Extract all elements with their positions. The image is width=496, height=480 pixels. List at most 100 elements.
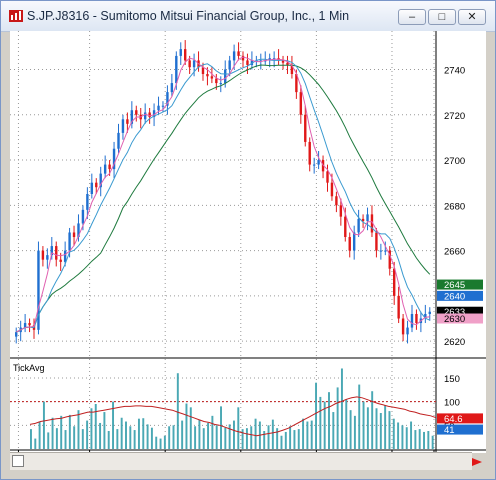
tick-bar <box>77 410 80 449</box>
tick-bar <box>410 421 413 449</box>
candle-body <box>170 83 174 93</box>
tick-bar <box>340 368 343 449</box>
price-tick-label: 2720 <box>444 111 465 122</box>
candle-body <box>219 83 222 85</box>
tick-bar <box>185 403 188 449</box>
tick-bar <box>189 407 192 449</box>
ma-slow-line <box>15 64 431 333</box>
candle-body <box>352 232 356 251</box>
price-panel[interactable] <box>15 40 431 344</box>
candle-body <box>72 232 76 238</box>
candle-body <box>166 92 169 106</box>
tick-bar <box>336 387 339 449</box>
candle-body <box>335 196 338 206</box>
scroll-thumb[interactable] <box>12 455 24 467</box>
maximize-button[interactable]: □ <box>428 9 456 25</box>
tick-bar <box>302 418 305 449</box>
chart-area[interactable]: 27402720270026802660264026205-12:3012:45… <box>10 31 486 453</box>
candle-body <box>59 259 62 262</box>
candle-body <box>224 69 227 84</box>
candle-body <box>143 112 147 120</box>
candle-body <box>157 105 160 111</box>
candle-body <box>281 60 285 63</box>
minimize-icon: – <box>408 11 416 23</box>
price-marker-label: 2645 <box>444 280 465 291</box>
candle-body <box>290 64 294 75</box>
tick-marker-box <box>437 424 483 435</box>
candle-body <box>232 51 236 61</box>
title-bar[interactable]: S.JP.J8316 - Sumitomo Mitsui Financial G… <box>1 1 495 32</box>
tick-bar <box>64 430 67 449</box>
tick-bar <box>224 427 227 449</box>
candle-body <box>330 182 334 197</box>
candle-body <box>152 110 156 118</box>
candle-body <box>357 218 360 233</box>
close-button[interactable]: ✕ <box>458 9 486 25</box>
candle-body <box>393 268 396 296</box>
candle-body <box>326 171 329 183</box>
tick-bar <box>276 428 279 449</box>
tick-bar <box>366 407 369 449</box>
tick-bar <box>220 406 222 449</box>
tick-bar <box>103 412 106 449</box>
tick-bar <box>241 429 244 449</box>
candle-body <box>135 110 138 115</box>
tick-bar <box>233 420 235 449</box>
tick-bar <box>293 430 296 449</box>
tick-bar <box>405 427 408 449</box>
candle-body <box>28 323 31 326</box>
candle-body <box>424 313 427 319</box>
candle-body <box>86 194 89 210</box>
tick-bar <box>133 430 136 449</box>
ma-fast-line <box>15 56 430 333</box>
tickavg-panel[interactable] <box>29 368 437 449</box>
candle-body <box>50 246 53 256</box>
tick-scale-label: 150 <box>444 374 460 385</box>
tick-bar <box>116 429 119 449</box>
tick-bar <box>289 426 292 449</box>
candle-body <box>241 55 245 61</box>
tick-bar <box>137 418 140 449</box>
tick-bar <box>112 401 115 449</box>
tick-scale-label: 100 <box>444 398 460 409</box>
tick-bar <box>47 432 50 449</box>
tick-bar <box>176 373 179 449</box>
tick-bar <box>155 436 158 449</box>
tick-bar <box>392 418 395 449</box>
close-icon: ✕ <box>467 11 477 23</box>
tick-bar <box>30 429 32 449</box>
tick-bar <box>90 408 93 449</box>
candle-body <box>126 119 129 124</box>
candle-body <box>366 214 369 222</box>
scroll-right-arrow-icon[interactable] <box>470 456 484 468</box>
candle-body <box>206 74 209 77</box>
tick-bar <box>150 427 153 449</box>
candle-body <box>228 60 231 70</box>
candle-body <box>68 232 71 251</box>
tick-bar <box>202 428 205 449</box>
candle-body <box>379 250 383 252</box>
tick-bar <box>284 431 287 449</box>
tick-bar <box>254 418 257 449</box>
tick-bar <box>379 413 382 449</box>
tick-bar <box>384 405 387 449</box>
tick-bar <box>211 415 214 449</box>
tick-bar <box>73 426 76 449</box>
candle-body <box>384 250 387 252</box>
tick-bar <box>371 391 374 449</box>
candle-body <box>264 60 267 62</box>
price-marker-box <box>437 290 483 301</box>
tick-bar <box>163 435 166 449</box>
tick-bar <box>401 425 404 449</box>
tick-bar <box>263 431 266 449</box>
candle-body <box>428 311 431 314</box>
price-marker-label: 2640 <box>444 291 465 302</box>
candle-body <box>161 105 165 107</box>
candle-body <box>317 160 320 165</box>
candle-body <box>184 49 187 61</box>
candle-body <box>90 182 94 194</box>
candle-body <box>299 92 303 115</box>
minimize-button[interactable]: – <box>398 9 426 25</box>
horizontal-scrollbar[interactable] <box>10 452 472 470</box>
chart-app-icon <box>9 10 23 22</box>
